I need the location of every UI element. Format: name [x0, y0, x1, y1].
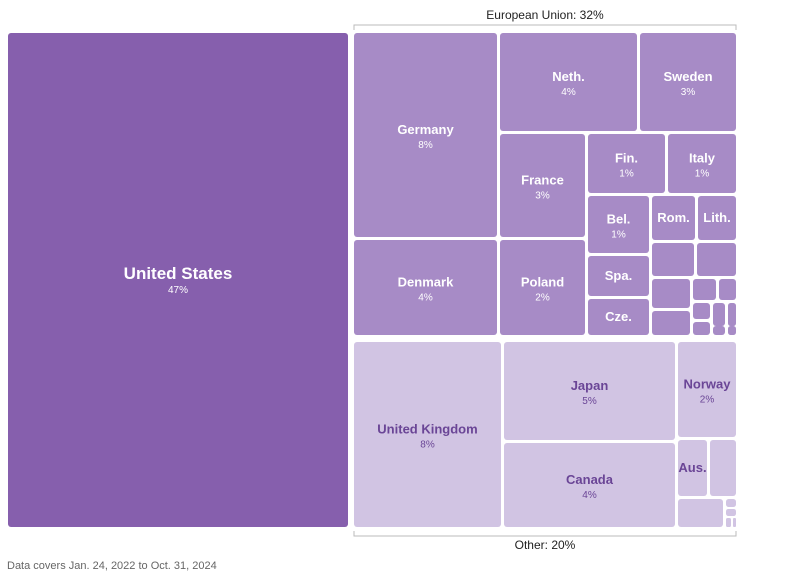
tile-value-united-kingdom: 8%: [420, 440, 435, 451]
tile-value-japan: 5%: [582, 396, 597, 407]
data-footnote: Data covers Jan. 24, 2022 to Oct. 31, 20…: [7, 560, 217, 572]
tile-united-states: [8, 33, 348, 527]
tile-small: [693, 279, 716, 300]
tile-poland: [500, 240, 585, 335]
tile-small: [652, 279, 690, 308]
tile-italy: [668, 134, 736, 193]
tile-small: [678, 499, 723, 527]
tile-small: [726, 518, 731, 527]
tile-small: [652, 243, 694, 276]
tile-value-italy: 1%: [695, 169, 710, 180]
tile-label-poland: Poland: [521, 275, 564, 290]
tile-label-sweden: Sweden: [663, 69, 712, 84]
tile-cze: [588, 299, 649, 335]
tile-label-cze: Cze.: [605, 309, 632, 324]
tile-small: [719, 279, 736, 300]
tile-united-kingdom: [354, 342, 501, 527]
tile-small: [710, 440, 736, 496]
tile-small: [713, 326, 725, 335]
tile-sweden: [640, 33, 736, 131]
tile-aus: [678, 440, 707, 496]
tile-value-canada: 4%: [582, 490, 597, 501]
tile-label-bel: Bel.: [607, 212, 631, 227]
tile-value-germany: 8%: [418, 140, 433, 151]
tile-small: [697, 243, 736, 276]
tile-small: [693, 303, 710, 319]
tile-denmark: [354, 240, 497, 335]
tile-neth: [500, 33, 637, 131]
tile-label-spa: Spa.: [605, 268, 632, 283]
tile-label-italy: Italy: [689, 151, 716, 166]
tile-value-denmark: 4%: [418, 293, 433, 304]
tile-label-japan: Japan: [571, 378, 609, 393]
tile-small: [713, 303, 725, 326]
tile-norway: [678, 342, 736, 437]
eu-bracket: [353, 24, 737, 30]
tile-japan: [504, 342, 675, 440]
tile-label-canada: Canada: [566, 472, 614, 487]
tile-spa: [588, 256, 649, 296]
tile-small: [728, 303, 736, 326]
tile-label-germany: Germany: [397, 122, 454, 137]
tile-value-france: 3%: [535, 191, 550, 202]
tile-label-norway: Norway: [684, 377, 732, 392]
tile-value-neth: 4%: [561, 87, 576, 98]
tile-label-united-states: United States: [124, 264, 233, 283]
tile-label-neth: Neth.: [552, 69, 585, 84]
tile-value-poland: 2%: [535, 293, 550, 304]
eu-group-label: European Union: 32%: [486, 8, 604, 22]
tile-value-united-states: 47%: [168, 285, 188, 296]
tile-value-norway: 2%: [700, 395, 715, 406]
tile-rom: [652, 196, 695, 240]
tile-germany: [354, 33, 497, 237]
tile-label-denmark: Denmark: [398, 275, 454, 290]
other-group-label: Other: 20%: [515, 538, 576, 552]
tile-value-sweden: 3%: [681, 87, 696, 98]
tile-label-rom: Rom.: [657, 210, 690, 225]
other-bracket: [353, 531, 737, 537]
tile-label-lith: Lith.: [703, 210, 730, 225]
tile-small: [652, 311, 690, 335]
tile-small: [733, 518, 736, 527]
tile-small: [726, 509, 736, 516]
tile-small: [726, 499, 736, 507]
tile-label-aus: Aus.: [678, 460, 706, 475]
tile-canada: [504, 443, 675, 527]
tile-fin: [588, 134, 665, 193]
tile-small: [693, 322, 710, 335]
tile-label-fin: Fin.: [615, 151, 638, 166]
tile-lith: [698, 196, 736, 240]
tile-small: [728, 326, 736, 335]
tile-label-france: France: [521, 173, 564, 188]
tile-label-united-kingdom: United Kingdom: [377, 422, 477, 437]
tile-france: [500, 134, 585, 237]
tile-bel: [588, 196, 649, 253]
tile-value-fin: 1%: [619, 169, 634, 180]
tile-value-bel: 1%: [611, 230, 626, 241]
